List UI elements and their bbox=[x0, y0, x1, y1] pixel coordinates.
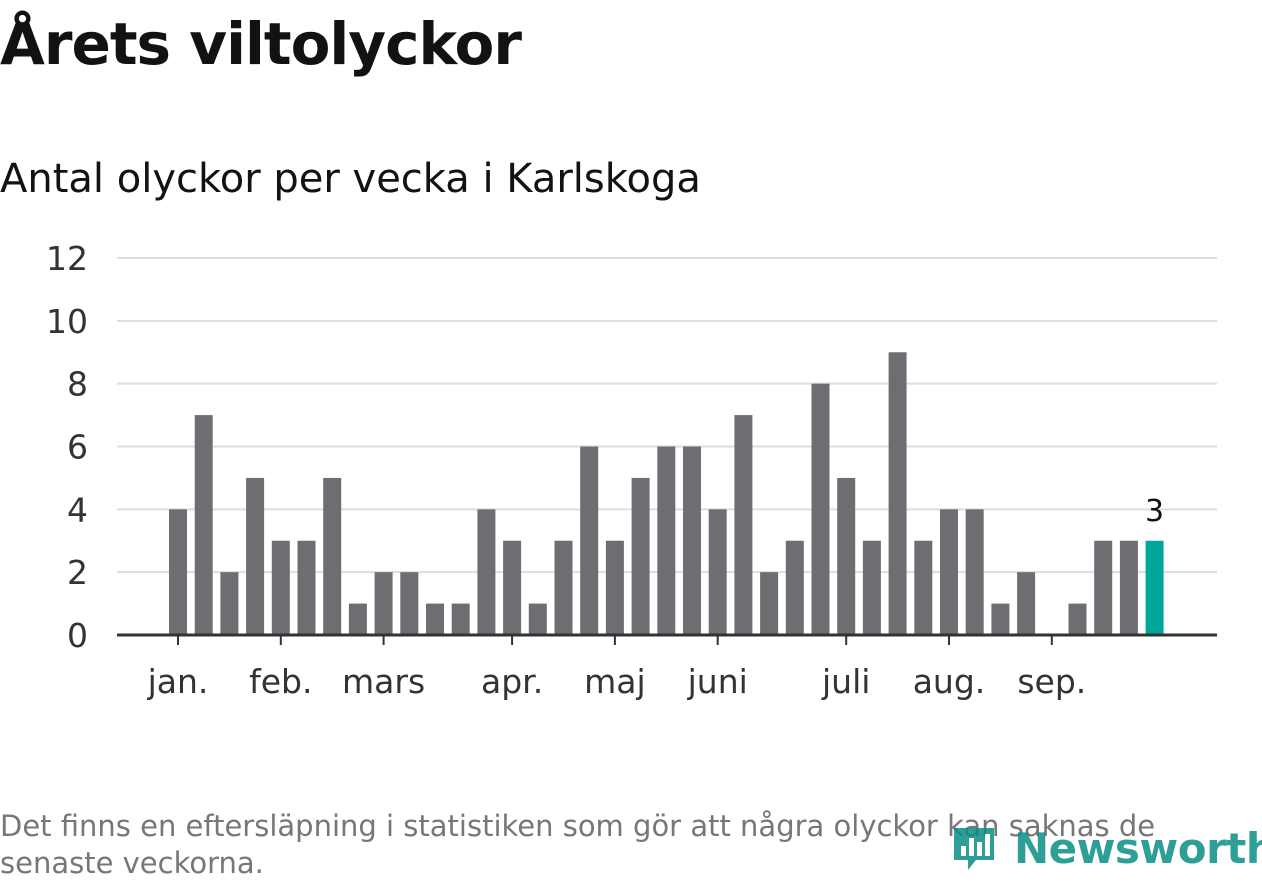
bar bbox=[1068, 603, 1087, 635]
x-tick-label: apr. bbox=[481, 662, 543, 701]
bars bbox=[169, 352, 1164, 635]
bar bbox=[811, 383, 830, 635]
bar bbox=[1094, 540, 1113, 635]
y-tick-label: 0 bbox=[67, 616, 88, 655]
bar bbox=[1017, 572, 1036, 635]
x-tick-label: maj bbox=[584, 662, 646, 701]
x-axis: jan. feb. mars apr. maj juni juli aug. sep. bbox=[117, 633, 1217, 701]
bar bbox=[400, 572, 419, 635]
bar bbox=[1119, 540, 1138, 635]
x-tick-label: aug. bbox=[913, 662, 986, 701]
bar bbox=[426, 603, 444, 635]
bar bbox=[323, 477, 342, 635]
bar bbox=[477, 509, 496, 635]
bar bbox=[888, 352, 907, 635]
bar bbox=[862, 540, 881, 635]
y-tick-label: 2 bbox=[67, 553, 88, 592]
bar bbox=[503, 540, 522, 635]
logo-text: Newsworthy bbox=[1014, 823, 1262, 873]
newsworthy-logo: Newsworthy bbox=[950, 818, 1262, 878]
bar bbox=[837, 477, 856, 635]
y-tick-label: 4 bbox=[67, 490, 88, 529]
x-tick-label: sep. bbox=[1017, 662, 1086, 701]
bar bbox=[220, 572, 239, 635]
bar bbox=[683, 446, 701, 635]
bar bbox=[940, 509, 958, 635]
chart-title: Årets viltolyckor bbox=[0, 10, 522, 78]
bar bbox=[554, 540, 573, 635]
bar bbox=[914, 540, 933, 635]
bar bbox=[734, 415, 753, 635]
chart-subtitle: Antal olyckor per vecka i Karlskoga bbox=[0, 156, 701, 202]
bar bbox=[194, 415, 213, 635]
bar bbox=[451, 603, 470, 635]
bar bbox=[991, 603, 1010, 635]
y-tick-label: 10 bbox=[46, 302, 88, 341]
bar bbox=[348, 603, 367, 635]
y-axis-ticks: 0 2 4 6 8 10 12 bbox=[46, 239, 88, 655]
bar bbox=[297, 540, 316, 635]
bar bbox=[785, 540, 804, 635]
bar bbox=[708, 509, 727, 635]
bar bbox=[246, 477, 265, 635]
bar bbox=[657, 446, 676, 635]
newsworthy-logo-icon bbox=[954, 828, 994, 870]
x-tick-label: juli bbox=[821, 662, 870, 701]
bar-highlight bbox=[1145, 540, 1164, 635]
bar bbox=[528, 603, 547, 635]
x-tick-label: jan. bbox=[147, 662, 209, 701]
bar-chart: 0 2 4 6 8 10 12 jan. feb. mars apr. maj juni juli aug… bbox=[46, 239, 1217, 701]
x-tick-label: feb. bbox=[249, 662, 312, 701]
bar bbox=[580, 446, 599, 635]
data-labels: 3 bbox=[1145, 494, 1164, 529]
highlight-value-label: 3 bbox=[1145, 494, 1164, 529]
bar bbox=[169, 509, 187, 635]
bar bbox=[605, 540, 624, 635]
bar bbox=[631, 477, 650, 635]
bar bbox=[271, 540, 290, 635]
y-tick-label: 12 bbox=[46, 239, 88, 278]
bar bbox=[965, 509, 984, 635]
bar bbox=[760, 572, 779, 635]
x-tick-label: juni bbox=[687, 662, 748, 701]
y-tick-label: 6 bbox=[67, 428, 88, 467]
y-tick-label: 8 bbox=[67, 365, 88, 404]
x-tick-label: mars bbox=[342, 662, 425, 701]
bar bbox=[374, 572, 393, 635]
